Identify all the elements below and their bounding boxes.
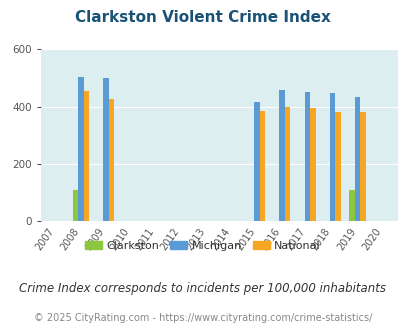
Bar bbox=[304, 92, 309, 221]
Bar bbox=[284, 107, 290, 221]
Bar bbox=[354, 97, 360, 221]
Bar bbox=[279, 89, 284, 221]
Legend: Clarkston, Michigan, National: Clarkston, Michigan, National bbox=[81, 237, 324, 255]
Bar bbox=[348, 190, 354, 221]
Bar bbox=[254, 102, 259, 221]
Bar bbox=[103, 78, 109, 221]
Text: © 2025 CityRating.com - https://www.cityrating.com/crime-statistics/: © 2025 CityRating.com - https://www.city… bbox=[34, 314, 371, 323]
Text: Clarkston Violent Crime Index: Clarkston Violent Crime Index bbox=[75, 10, 330, 25]
Text: Crime Index corresponds to incidents per 100,000 inhabitants: Crime Index corresponds to incidents per… bbox=[19, 282, 386, 295]
Bar bbox=[109, 99, 114, 221]
Bar bbox=[78, 77, 83, 221]
Bar bbox=[309, 108, 315, 221]
Bar bbox=[335, 112, 340, 221]
Bar bbox=[259, 111, 264, 221]
Bar bbox=[72, 190, 78, 221]
Bar bbox=[360, 113, 365, 221]
Bar bbox=[329, 93, 335, 221]
Bar bbox=[83, 91, 89, 221]
